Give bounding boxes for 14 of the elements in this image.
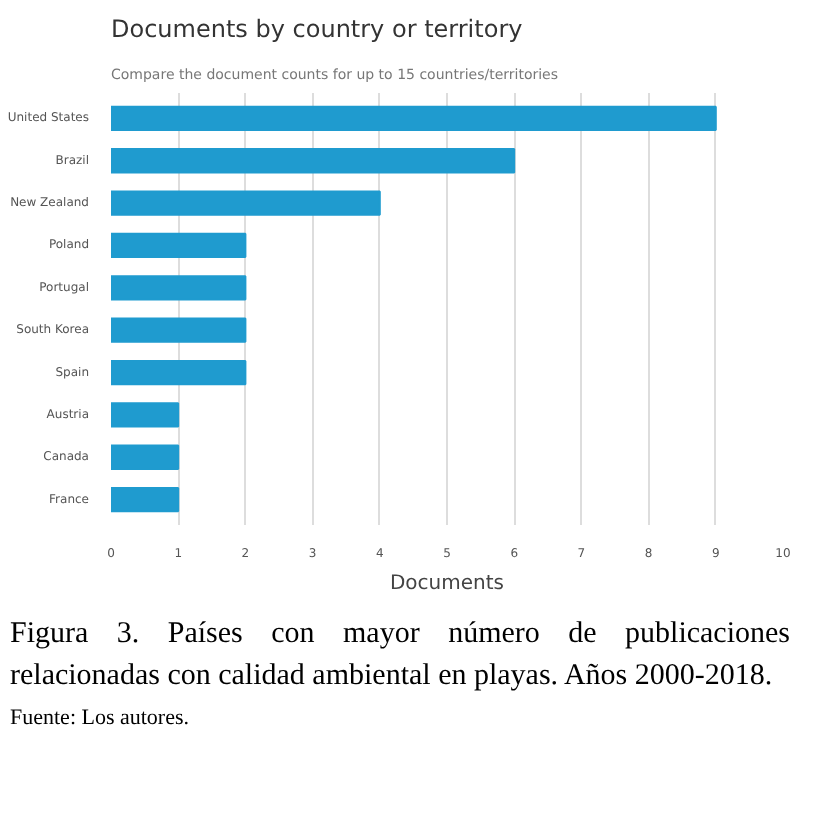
bar [111,105,717,132]
bar [111,444,180,470]
bar [111,232,247,259]
bar [111,486,180,513]
x-axis-title: Documents [389,573,505,595]
bar [111,275,247,301]
bar [111,190,381,216]
text: Figura 3. Países con mayor número de publicaciones relacionadas con calidad ambiental en playas. Años 2000-2018. [10,616,790,697]
source-note: Fuente: Los autores. [10,703,192,734]
chart-title: Documents by country or territory [111,15,523,43]
bar [111,148,516,174]
bar [111,402,180,428]
bar [111,359,247,386]
bar [111,317,247,343]
